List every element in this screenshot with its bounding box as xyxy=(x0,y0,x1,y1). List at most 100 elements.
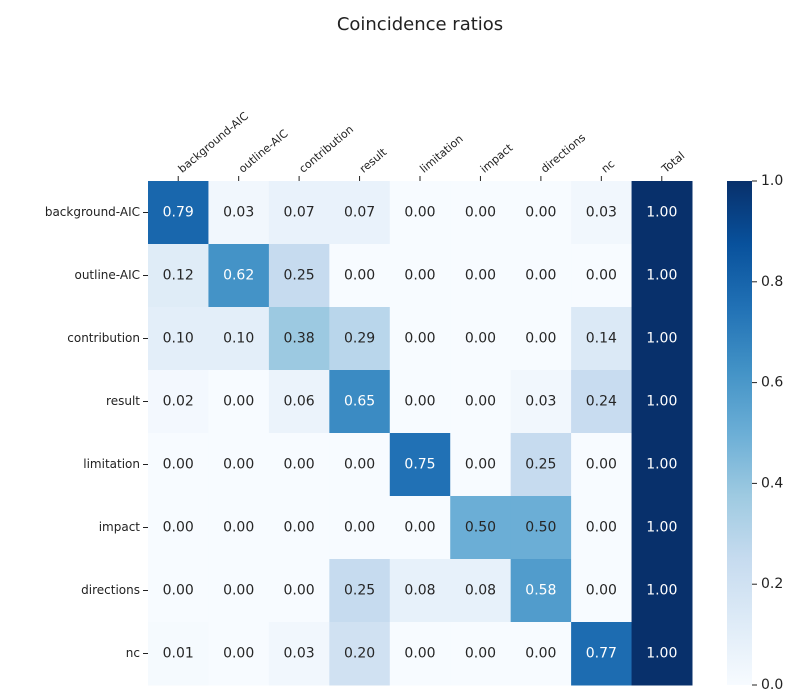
colorbar-tick-label: 0.6 xyxy=(761,375,783,391)
x-tick-label: result xyxy=(357,145,390,175)
heatmap-cell xyxy=(268,496,330,560)
colorbar-tick-label: 0.0 xyxy=(761,677,783,693)
cell-label: 0.65 xyxy=(344,394,375,410)
heatmap-cell xyxy=(389,622,451,686)
heatmap-cell xyxy=(268,559,330,623)
cell-label: 0.00 xyxy=(465,268,496,284)
cell-label: 0.00 xyxy=(284,583,315,599)
cell-label: 0.08 xyxy=(465,583,496,599)
cell-label: 0.00 xyxy=(465,394,496,410)
cell-label: 0.00 xyxy=(223,646,254,662)
cell-label: 0.77 xyxy=(586,646,617,662)
heatmap-cell xyxy=(510,622,572,686)
x-tick-label: Total xyxy=(659,149,688,176)
y-tick-label: contribution xyxy=(67,331,140,345)
heatmap-cell xyxy=(631,496,693,560)
heatmap-cell xyxy=(450,559,512,623)
cell-label: 0.00 xyxy=(163,583,194,599)
heatmap-cell xyxy=(450,622,512,686)
heatmap-cell xyxy=(571,559,633,623)
cell-label: 0.00 xyxy=(223,394,254,410)
heatmap-cell xyxy=(631,622,693,686)
heatmap-cell xyxy=(148,181,209,245)
cell-label: 1.00 xyxy=(646,646,677,662)
heatmap-cell xyxy=(148,244,209,308)
colorbar xyxy=(727,181,752,685)
cell-label: 0.03 xyxy=(284,646,315,662)
heatmap-cell xyxy=(329,496,391,560)
heatmap-cell xyxy=(571,370,633,434)
heatmap-cell xyxy=(329,433,391,497)
heatmap-cell xyxy=(208,559,270,623)
cell-label: 0.00 xyxy=(163,457,194,473)
heatmap-cell xyxy=(148,622,209,686)
y-tick-label: directions xyxy=(81,583,140,597)
heatmap-cell xyxy=(268,244,330,308)
cell-label: 0.79 xyxy=(163,205,194,221)
cell-label: 1.00 xyxy=(646,457,677,473)
cell-label: 0.03 xyxy=(223,205,254,221)
heatmap-cell xyxy=(268,370,330,434)
heatmap-cell xyxy=(571,433,633,497)
cell-label: 0.00 xyxy=(344,520,375,536)
y-tick-label: nc xyxy=(126,646,140,660)
heatmap-cell xyxy=(510,433,572,497)
colorbar-tick-label: 0.8 xyxy=(761,274,783,290)
heatmap-cell xyxy=(329,181,391,245)
heatmap-cell xyxy=(268,433,330,497)
cell-label: 0.00 xyxy=(344,457,375,473)
heatmap-cell xyxy=(510,370,572,434)
cell-label: 0.25 xyxy=(284,268,315,284)
heatmap-cell xyxy=(329,370,391,434)
cell-label: 0.20 xyxy=(344,646,375,662)
cell-label: 0.00 xyxy=(404,520,435,536)
cell-label: 0.00 xyxy=(586,520,617,536)
heatmap-cell xyxy=(208,244,270,308)
heatmap-cell xyxy=(148,433,209,497)
heatmap-cell xyxy=(389,559,451,623)
cell-label: 0.38 xyxy=(284,331,315,347)
cell-label: 0.58 xyxy=(525,583,556,599)
heatmap-cell xyxy=(389,496,451,560)
y-tick-label: outline-AIC xyxy=(74,268,140,282)
x-tick-label: directions xyxy=(538,131,588,176)
cell-label: 0.00 xyxy=(404,331,435,347)
x-tick-label: impact xyxy=(478,141,516,176)
heatmap-cell xyxy=(571,307,633,371)
heatmap-cell xyxy=(329,559,391,623)
heatmap-cell xyxy=(268,622,330,686)
heatmap-cell xyxy=(510,496,572,560)
heatmap-cell xyxy=(389,244,451,308)
cell-label: 0.00 xyxy=(404,268,435,284)
cell-label: 1.00 xyxy=(646,331,677,347)
colorbar-tick-label: 0.4 xyxy=(761,475,783,491)
heatmap-cell xyxy=(208,433,270,497)
heatmap-cell xyxy=(571,622,633,686)
cell-label: 0.10 xyxy=(223,331,254,347)
cell-label: 0.00 xyxy=(586,583,617,599)
heatmap-cell xyxy=(389,181,451,245)
cell-label: 0.00 xyxy=(586,457,617,473)
cell-label: 0.00 xyxy=(404,394,435,410)
cell-label: 0.03 xyxy=(525,394,556,410)
cell-label: 0.00 xyxy=(465,331,496,347)
cell-label: 0.07 xyxy=(344,205,375,221)
cell-label: 0.00 xyxy=(404,646,435,662)
y-tick-label: impact xyxy=(99,520,141,534)
heatmap-cell xyxy=(208,622,270,686)
heatmap-cell xyxy=(450,370,512,434)
cell-label: 0.00 xyxy=(404,205,435,221)
heatmap-cell xyxy=(631,559,693,623)
y-tick-label: background-AIC xyxy=(45,205,140,219)
x-tick-label: nc xyxy=(599,157,617,175)
y-tick-label: limitation xyxy=(83,457,140,471)
heatmap-cell xyxy=(389,370,451,434)
cell-label: 0.06 xyxy=(284,394,315,410)
cell-label: 0.29 xyxy=(344,331,375,347)
colorbar-tick-label: 0.2 xyxy=(761,576,783,592)
heatmap-cell xyxy=(631,181,693,245)
heatmap-cell xyxy=(631,244,693,308)
heatmap-cell xyxy=(571,244,633,308)
cell-label: 0.00 xyxy=(465,646,496,662)
